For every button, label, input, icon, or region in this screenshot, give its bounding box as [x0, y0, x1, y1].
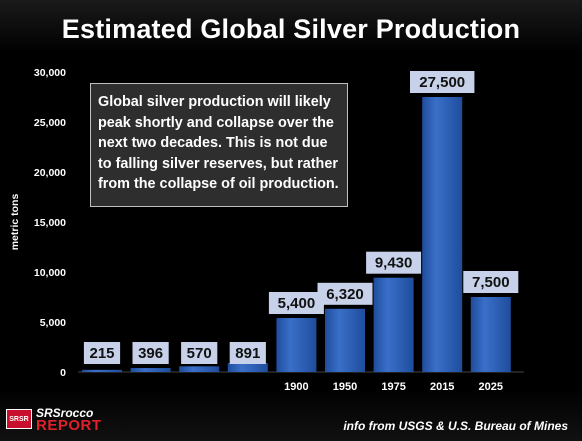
data-label-box	[268, 292, 324, 314]
data-label-box	[463, 271, 519, 293]
x-tick-label: 1900	[284, 381, 308, 393]
bar	[325, 308, 365, 372]
data-label: 891	[235, 345, 260, 362]
data-label: 5,400	[278, 295, 316, 312]
y-tick-label: 10,000	[34, 267, 66, 279]
data-label: 396	[138, 345, 163, 362]
bar	[276, 318, 317, 372]
x-tick-label: 1975	[381, 381, 405, 393]
logo-text-top: SRSrocco	[36, 406, 94, 420]
data-label: 9,430	[375, 255, 413, 272]
y-tick-label: 5,000	[40, 317, 66, 329]
bar	[373, 277, 414, 372]
bar	[82, 369, 122, 372]
logo-text-bottom: REPORT	[36, 417, 102, 434]
data-label: 570	[187, 345, 212, 362]
y-tick-label: 25,000	[34, 117, 66, 129]
bar	[470, 297, 511, 372]
y-tick-label: 20,000	[34, 167, 66, 179]
annotation-callout: Global silver production will likely pea…	[90, 83, 348, 207]
x-tick-label: 2015	[430, 381, 454, 393]
bar	[179, 366, 220, 372]
data-label-box	[366, 251, 422, 274]
y-tick-label: 30,000	[34, 67, 66, 79]
data-label-box	[83, 342, 121, 364]
data-label: 7,500	[472, 274, 510, 291]
data-label-box	[410, 71, 475, 93]
y-axis-label: metric tons	[9, 194, 21, 251]
x-tick-label: 1950	[333, 381, 357, 393]
bar	[422, 97, 463, 372]
logo-badge-icon: SRSR	[6, 409, 32, 429]
srsrocco-report-logo: SRSR SRSrocco REPORT	[6, 406, 134, 434]
data-label: 215	[89, 345, 114, 362]
data-label: 6,320	[326, 286, 364, 303]
data-label-box	[317, 282, 373, 305]
x-tick-label: 2025	[479, 381, 503, 393]
source-note: info from USGS & U.S. Bureau of Mines	[343, 419, 568, 433]
data-label: 27,500	[419, 74, 465, 91]
data-label-box	[181, 342, 218, 364]
bar	[130, 368, 171, 372]
data-label-box	[132, 342, 169, 364]
y-tick-label: 0	[60, 367, 66, 379]
y-tick-label: 15,000	[34, 217, 66, 229]
bar	[227, 363, 268, 372]
chart-title: Estimated Global Silver Production	[61, 14, 521, 44]
data-label-box	[229, 342, 266, 364]
